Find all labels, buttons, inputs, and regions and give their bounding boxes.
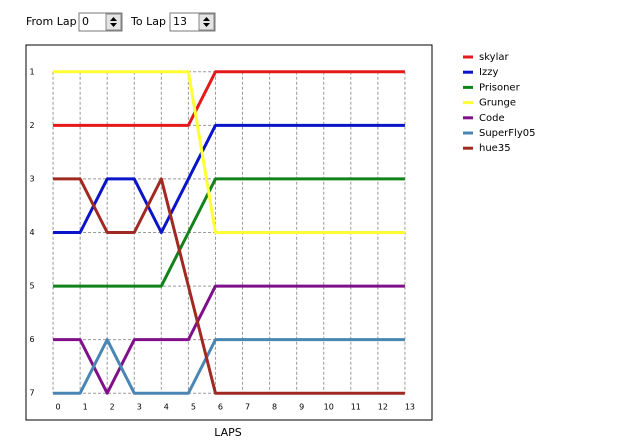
legend-label: Prisoner [479,82,521,93]
series-line [53,284,405,395]
from-spinner[interactable] [105,13,122,31]
y-tick-label: 7 [29,389,34,398]
x-tick-label: 8 [272,403,277,412]
legend-label: skylar [479,52,509,63]
from-value[interactable]: 0 [82,15,89,28]
x-axis-label: LAPS [214,426,242,439]
spinner-arrows [203,17,210,27]
to-label: To Lap [130,15,166,28]
to-value[interactable]: 13 [173,15,187,28]
x-tick-label: 3 [137,403,142,412]
series-line [53,70,405,127]
x-tick-label: 9 [299,403,304,412]
series-line [53,70,405,234]
legend-label: SuperFly05 [479,128,535,139]
x-tick-label: 11 [351,403,361,412]
from-label: From Lap [26,15,77,28]
y-tick-label: 3 [29,174,34,183]
x-tick-label: 10 [324,403,334,412]
x-tick-label: 6 [218,403,223,412]
y-tick-label: 6 [29,335,34,344]
spinner-arrows [110,17,117,27]
legend-label: Izzy [479,67,498,78]
x-tick-label: 0 [56,403,61,412]
y-tick-label: 5 [29,282,34,291]
series-line [53,123,405,234]
y-tick-label: 4 [29,228,34,237]
to-spinner[interactable] [198,13,215,31]
series-line [53,338,405,395]
y-tick-label: 2 [29,121,34,130]
x-tick-label: 12 [378,403,388,412]
legend-label: hue35 [479,143,511,154]
series-line [53,177,405,395]
series-line [53,177,405,288]
x-tick-label: 7 [245,403,250,412]
x-tick-label: 5 [191,403,196,412]
x-tick-label: 1 [83,403,88,412]
x-tick-label: 13 [405,403,415,412]
legend-label: Code [479,113,505,124]
x-tick-label: 2 [110,403,115,412]
legend-label: Grunge [479,98,516,109]
y-tick-label: 1 [29,67,34,76]
x-tick-label: 4 [164,403,169,412]
